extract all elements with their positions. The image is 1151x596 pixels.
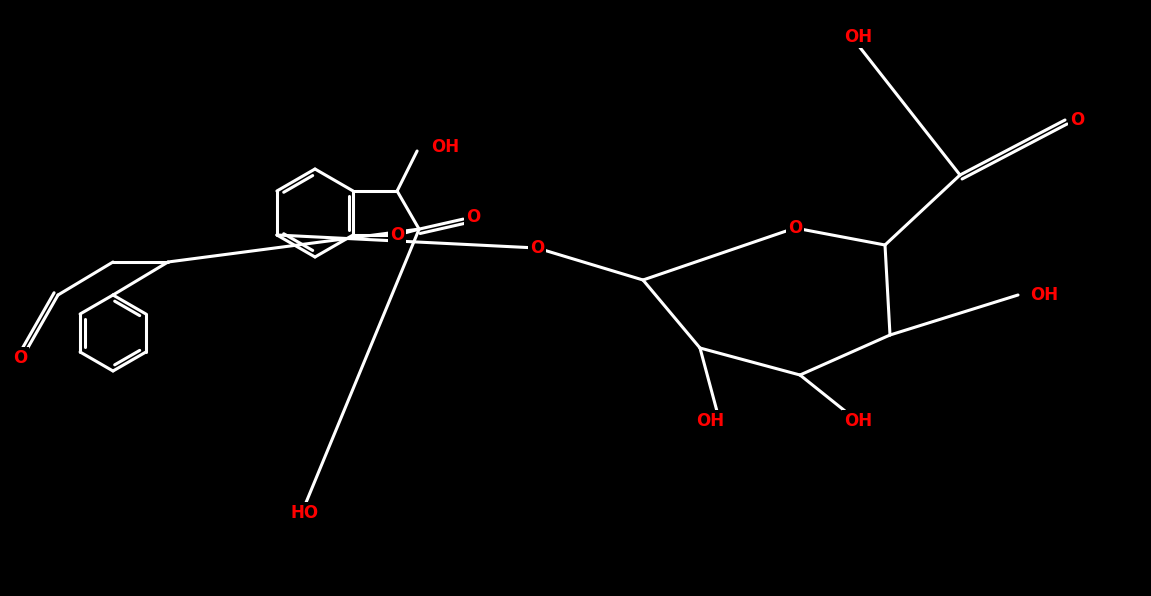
Text: O: O <box>466 208 480 226</box>
Text: OH: OH <box>1030 286 1058 304</box>
Text: OH: OH <box>696 412 724 430</box>
Text: O: O <box>1070 111 1084 129</box>
Text: OH: OH <box>844 412 872 430</box>
Text: O: O <box>13 349 28 367</box>
Text: HO: HO <box>291 504 319 522</box>
Text: OH: OH <box>432 138 459 156</box>
Text: O: O <box>529 239 544 257</box>
Text: O: O <box>390 226 404 244</box>
Text: OH: OH <box>844 28 872 46</box>
Text: O: O <box>788 219 802 237</box>
